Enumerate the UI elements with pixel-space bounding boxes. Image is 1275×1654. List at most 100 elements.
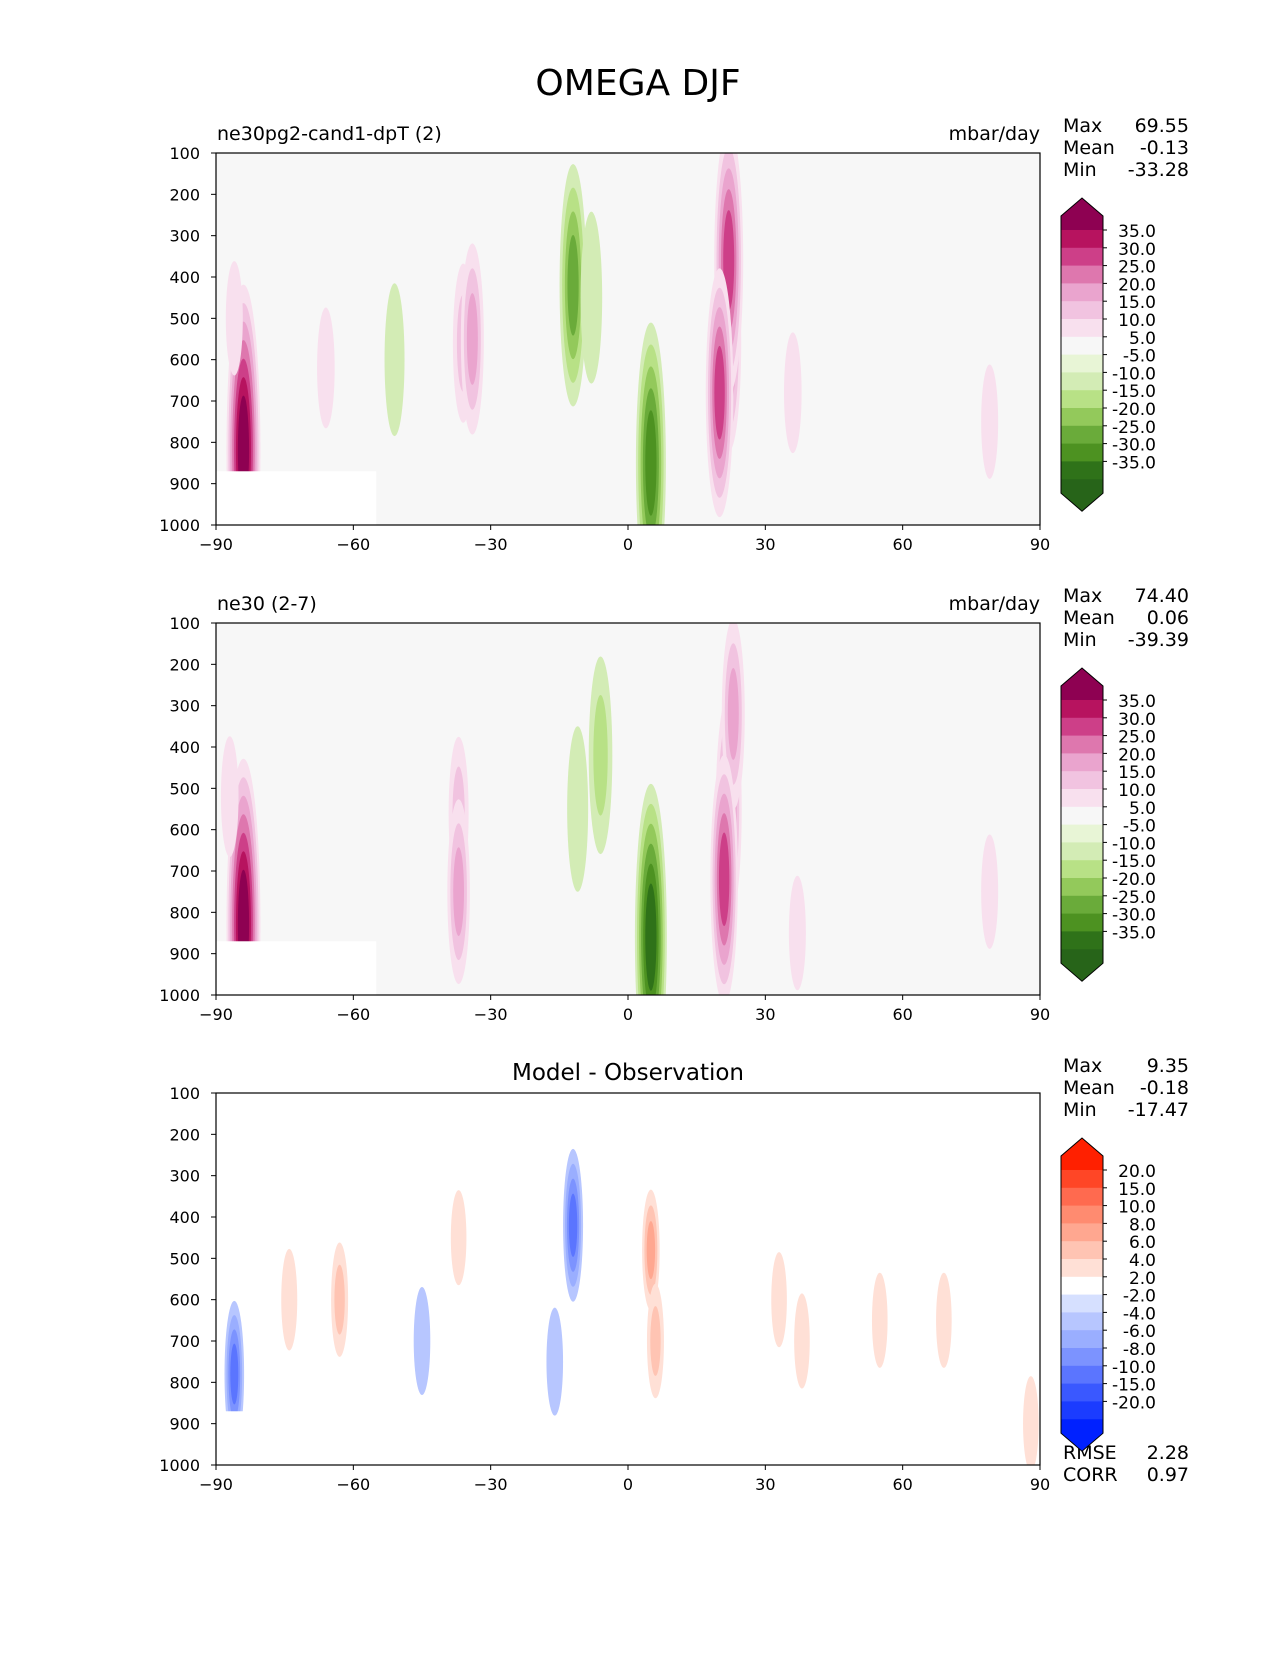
middle-title: ne30 (2-7) bbox=[217, 593, 317, 615]
top-xtick-label: 60 bbox=[892, 535, 912, 554]
bottom-colorbar-segment bbox=[1061, 1348, 1103, 1367]
top-xtick-label: −60 bbox=[336, 535, 370, 554]
middle-colorbar-segment bbox=[1061, 771, 1103, 790]
middle-ytick-label: 400 bbox=[169, 738, 200, 757]
middle-xtick-label: 30 bbox=[755, 1005, 775, 1024]
middle-stat-label: Min bbox=[1063, 629, 1097, 651]
top-colorbar-segment bbox=[1061, 390, 1103, 409]
bottom-colorbar-label: 6.0 bbox=[1129, 1233, 1156, 1253]
top-contours bbox=[225, 153, 999, 525]
middle-colorbar-label: 5.0 bbox=[1129, 799, 1156, 819]
top-ytick-label: 900 bbox=[169, 475, 200, 494]
bottom-contour-14-0 bbox=[794, 1293, 810, 1389]
bottom-colorbar-segment bbox=[1061, 1259, 1103, 1278]
top-colorbar-label: -5.0 bbox=[1123, 347, 1156, 367]
top-colorbar-extend-bottom bbox=[1061, 479, 1103, 512]
middle-plot-background bbox=[216, 623, 1040, 995]
bottom-contour-9-0 bbox=[546, 1307, 564, 1416]
middle-colorbar-label: -5.0 bbox=[1123, 817, 1156, 837]
top-colorbar-label: 10.0 bbox=[1118, 311, 1156, 331]
middle-colorbar-label: 35.0 bbox=[1118, 692, 1156, 712]
top-xtick-label: −30 bbox=[474, 535, 508, 554]
bottom-stat-label: Mean bbox=[1063, 1077, 1115, 1099]
bottom-ytick-label: 100 bbox=[169, 1084, 200, 1103]
bottom-contour-2-0 bbox=[281, 1248, 298, 1351]
middle-colorbar-segment bbox=[1061, 824, 1103, 843]
bottom-colorbar-label: 10.0 bbox=[1118, 1198, 1156, 1218]
top-contour-13-4 bbox=[714, 345, 725, 440]
middle-contour-1-0 bbox=[220, 736, 239, 857]
middle-colorbar-segment bbox=[1061, 753, 1103, 772]
top-colorbar-label: 5.0 bbox=[1129, 329, 1156, 349]
top-contour-8-0 bbox=[580, 211, 603, 384]
middle-units: mbar/day bbox=[949, 593, 1040, 615]
bottom-colorbar-label: -6.0 bbox=[1123, 1322, 1156, 1342]
middle-contour-14-0 bbox=[981, 834, 999, 949]
top-colorbar-outline bbox=[1060, 197, 1104, 512]
bottom-stat-value: -17.47 bbox=[1128, 1099, 1189, 1121]
middle-colorbar-extend-top bbox=[1061, 668, 1103, 700]
bottom-xtick-label: 30 bbox=[755, 1475, 775, 1494]
middle-colorbar-label: -20.0 bbox=[1112, 870, 1156, 890]
middle-contour-7-0 bbox=[567, 726, 589, 892]
top-ytick-label: 1000 bbox=[159, 516, 200, 535]
bottom-contour-6-0 bbox=[450, 1190, 467, 1286]
top-ytick-label: 200 bbox=[169, 185, 200, 204]
bottom-contour-10-2 bbox=[646, 1221, 656, 1280]
bottom-xtick-label: 0 bbox=[623, 1475, 633, 1494]
middle-stat-label: Mean bbox=[1063, 607, 1115, 629]
bottom-stat-value: 9.35 bbox=[1147, 1055, 1189, 1077]
bottom-contour-13-0 bbox=[771, 1252, 787, 1348]
bottom-colorbar-segment bbox=[1061, 1401, 1103, 1420]
middle-xtick-label: −30 bbox=[474, 1005, 508, 1024]
bottom-colorbar-segment bbox=[1061, 1205, 1103, 1224]
bottom-colorbar-segment bbox=[1061, 1187, 1103, 1207]
top-colorbar-segment bbox=[1061, 443, 1103, 462]
bottom-colorbar-segment bbox=[1061, 1383, 1103, 1402]
bottom-xtick-label: −90 bbox=[199, 1475, 233, 1494]
bottom-colorbar-segment bbox=[1061, 1223, 1103, 1242]
middle-ytick-label: 300 bbox=[169, 697, 200, 716]
bottom-contour-18-0 bbox=[936, 1272, 952, 1368]
top-colorbar-label: 20.0 bbox=[1118, 275, 1156, 295]
middle-colorbar-segment bbox=[1061, 931, 1103, 950]
top-colorbar-segment bbox=[1061, 461, 1103, 480]
bottom-colorbar-label: 20.0 bbox=[1118, 1162, 1156, 1182]
middle-colorbar-segment bbox=[1061, 717, 1103, 737]
top-contour-2-0 bbox=[317, 307, 335, 429]
bottom-stat-value: -0.18 bbox=[1140, 1077, 1189, 1099]
bottom-colorbar-segment bbox=[1061, 1276, 1103, 1296]
top-contour-10-4 bbox=[645, 410, 657, 516]
bottom-topography-mask bbox=[216, 1411, 377, 1465]
top-colorbar-segment bbox=[1061, 265, 1103, 284]
middle-contour-6-1 bbox=[593, 694, 608, 816]
bottom-colorbar-label: -20.0 bbox=[1112, 1393, 1156, 1413]
bottom-title: Model - Observation bbox=[512, 1060, 744, 1086]
top-contour-14-0 bbox=[784, 332, 802, 454]
bottom-colorbar-segment bbox=[1061, 1365, 1103, 1385]
top-stat-value: -0.13 bbox=[1140, 137, 1189, 159]
top-colorbar-label: -25.0 bbox=[1112, 418, 1156, 438]
top-stat-label: Mean bbox=[1063, 137, 1115, 159]
top-stat-label: Min bbox=[1063, 159, 1097, 181]
middle-ytick-label: 700 bbox=[169, 862, 200, 881]
bottom-xtick-label: −30 bbox=[474, 1475, 508, 1494]
bottom-stat-label: Max bbox=[1063, 1055, 1102, 1077]
middle-ytick-label: 800 bbox=[169, 903, 200, 922]
bottom-contour-20-0 bbox=[1023, 1376, 1039, 1465]
top-units: mbar/day bbox=[949, 123, 1040, 145]
middle-colorbar-segment bbox=[1061, 913, 1103, 932]
middle-ytick-label: 200 bbox=[169, 655, 200, 674]
middle-ytick-label: 900 bbox=[169, 945, 200, 964]
middle-colorbar-segment bbox=[1061, 789, 1103, 808]
middle-colorbar-segment bbox=[1061, 895, 1103, 915]
bottom-colorbar-outline bbox=[1060, 1137, 1104, 1452]
top-colorbar-segment bbox=[1061, 230, 1103, 249]
middle-colorbar-label: -10.0 bbox=[1112, 834, 1156, 854]
top-contour-7-3 bbox=[567, 234, 579, 336]
top-colorbar-label: 30.0 bbox=[1118, 240, 1156, 260]
top-plot-background bbox=[216, 153, 1040, 525]
bottom-ytick-label: 700 bbox=[169, 1332, 200, 1351]
